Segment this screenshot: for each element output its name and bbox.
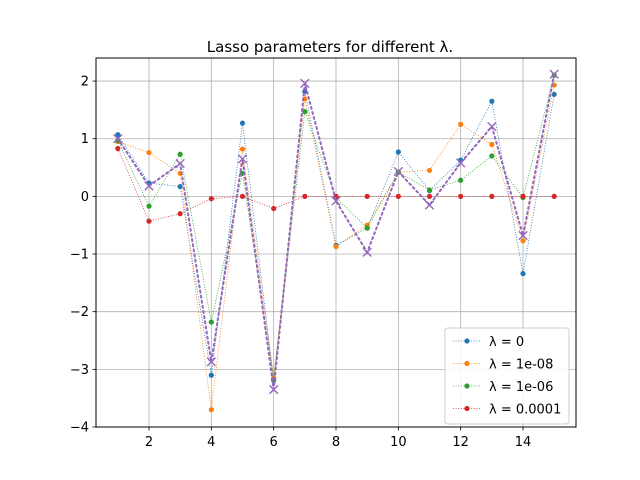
y-tick-label: 2 xyxy=(81,75,89,90)
data-point-x xyxy=(424,200,435,210)
legend-marker xyxy=(464,405,470,412)
data-point xyxy=(208,407,214,413)
data-point xyxy=(489,98,495,104)
data-point-x xyxy=(300,78,310,89)
legend-entry: λ = 0 xyxy=(453,335,524,350)
data-point xyxy=(177,211,183,217)
legend-marker xyxy=(464,360,470,367)
legend-label: λ = 1e-08 xyxy=(489,358,553,373)
data-point-x xyxy=(237,154,248,164)
data-point xyxy=(146,218,152,224)
series-4 xyxy=(113,69,559,395)
data-point xyxy=(426,167,433,174)
y-tick-label: −1 xyxy=(70,248,89,263)
legend-marker xyxy=(464,338,470,344)
data-point xyxy=(458,121,464,127)
data-point xyxy=(239,193,246,199)
data-point xyxy=(364,193,370,199)
data-point xyxy=(239,120,246,126)
data-point xyxy=(302,109,308,115)
data-point xyxy=(302,193,308,199)
data-point-x xyxy=(206,357,217,367)
legend: λ = 0 λ = 1e-08 λ = 1e-06 λ = 0.0001 xyxy=(444,327,570,425)
data-point xyxy=(395,149,401,155)
data-point xyxy=(208,196,214,202)
data-point xyxy=(551,91,557,97)
data-point-x xyxy=(331,196,341,206)
legend-box xyxy=(444,327,570,425)
data-point-x xyxy=(175,158,185,169)
series-line xyxy=(117,148,555,222)
legend-marker xyxy=(464,383,470,389)
data-point-x xyxy=(144,181,154,191)
data-point xyxy=(115,145,121,152)
legend-entry: λ = 1e-06 xyxy=(453,380,553,395)
y-tick-label: −4 xyxy=(70,421,89,436)
data-point xyxy=(364,225,370,231)
y-tick-label: 0 xyxy=(81,190,89,205)
series-line xyxy=(116,73,556,390)
data-point-x xyxy=(113,134,123,144)
data-point xyxy=(208,372,214,378)
y-tick-label: 1 xyxy=(81,132,89,147)
data-point-x xyxy=(455,158,466,168)
series-layer xyxy=(113,69,559,413)
data-point xyxy=(520,238,526,244)
data-point xyxy=(395,193,401,199)
x-tick-label: 6 xyxy=(270,435,278,450)
data-point xyxy=(458,177,464,183)
data-point xyxy=(426,193,433,199)
data-point xyxy=(146,149,152,156)
legend-entry: λ = 0.0001 xyxy=(453,403,561,418)
data-point xyxy=(177,183,183,190)
data-point xyxy=(551,193,557,199)
x-tick-label: 8 xyxy=(332,435,340,450)
x-tick-label: 4 xyxy=(207,435,215,450)
x-tick-label: 12 xyxy=(452,435,469,450)
x-tick-label: 14 xyxy=(515,435,532,450)
data-point-x xyxy=(518,230,528,241)
legend-label: λ = 1e-06 xyxy=(489,380,553,395)
y-tick-label: −3 xyxy=(70,363,89,378)
data-point-x xyxy=(487,121,497,132)
legend-label: λ = 0 xyxy=(489,335,524,350)
data-point-x xyxy=(393,166,404,177)
data-point xyxy=(239,146,246,152)
x-tick-label: 10 xyxy=(390,435,407,450)
x-tick-label: 2 xyxy=(145,435,153,450)
data-point xyxy=(458,193,464,199)
data-point xyxy=(426,187,433,193)
data-point xyxy=(271,205,277,212)
data-point-x xyxy=(268,384,279,395)
chart-title: Lasso parameters for different λ. xyxy=(207,38,453,56)
data-point xyxy=(489,193,495,199)
series-line xyxy=(117,75,555,380)
data-point-x xyxy=(549,69,559,79)
data-point xyxy=(489,141,495,148)
legend-label: λ = 0.0001 xyxy=(489,403,561,418)
data-point xyxy=(489,153,495,159)
data-point xyxy=(208,319,214,325)
data-point xyxy=(333,243,339,250)
data-point xyxy=(146,203,152,209)
data-point xyxy=(520,193,526,199)
data-point xyxy=(115,132,121,138)
legend-entry: λ = 1e-08 xyxy=(453,358,553,373)
data-point xyxy=(177,151,183,157)
y-tick-label: −2 xyxy=(70,305,89,320)
data-point-x xyxy=(362,247,372,257)
data-point xyxy=(520,271,526,277)
